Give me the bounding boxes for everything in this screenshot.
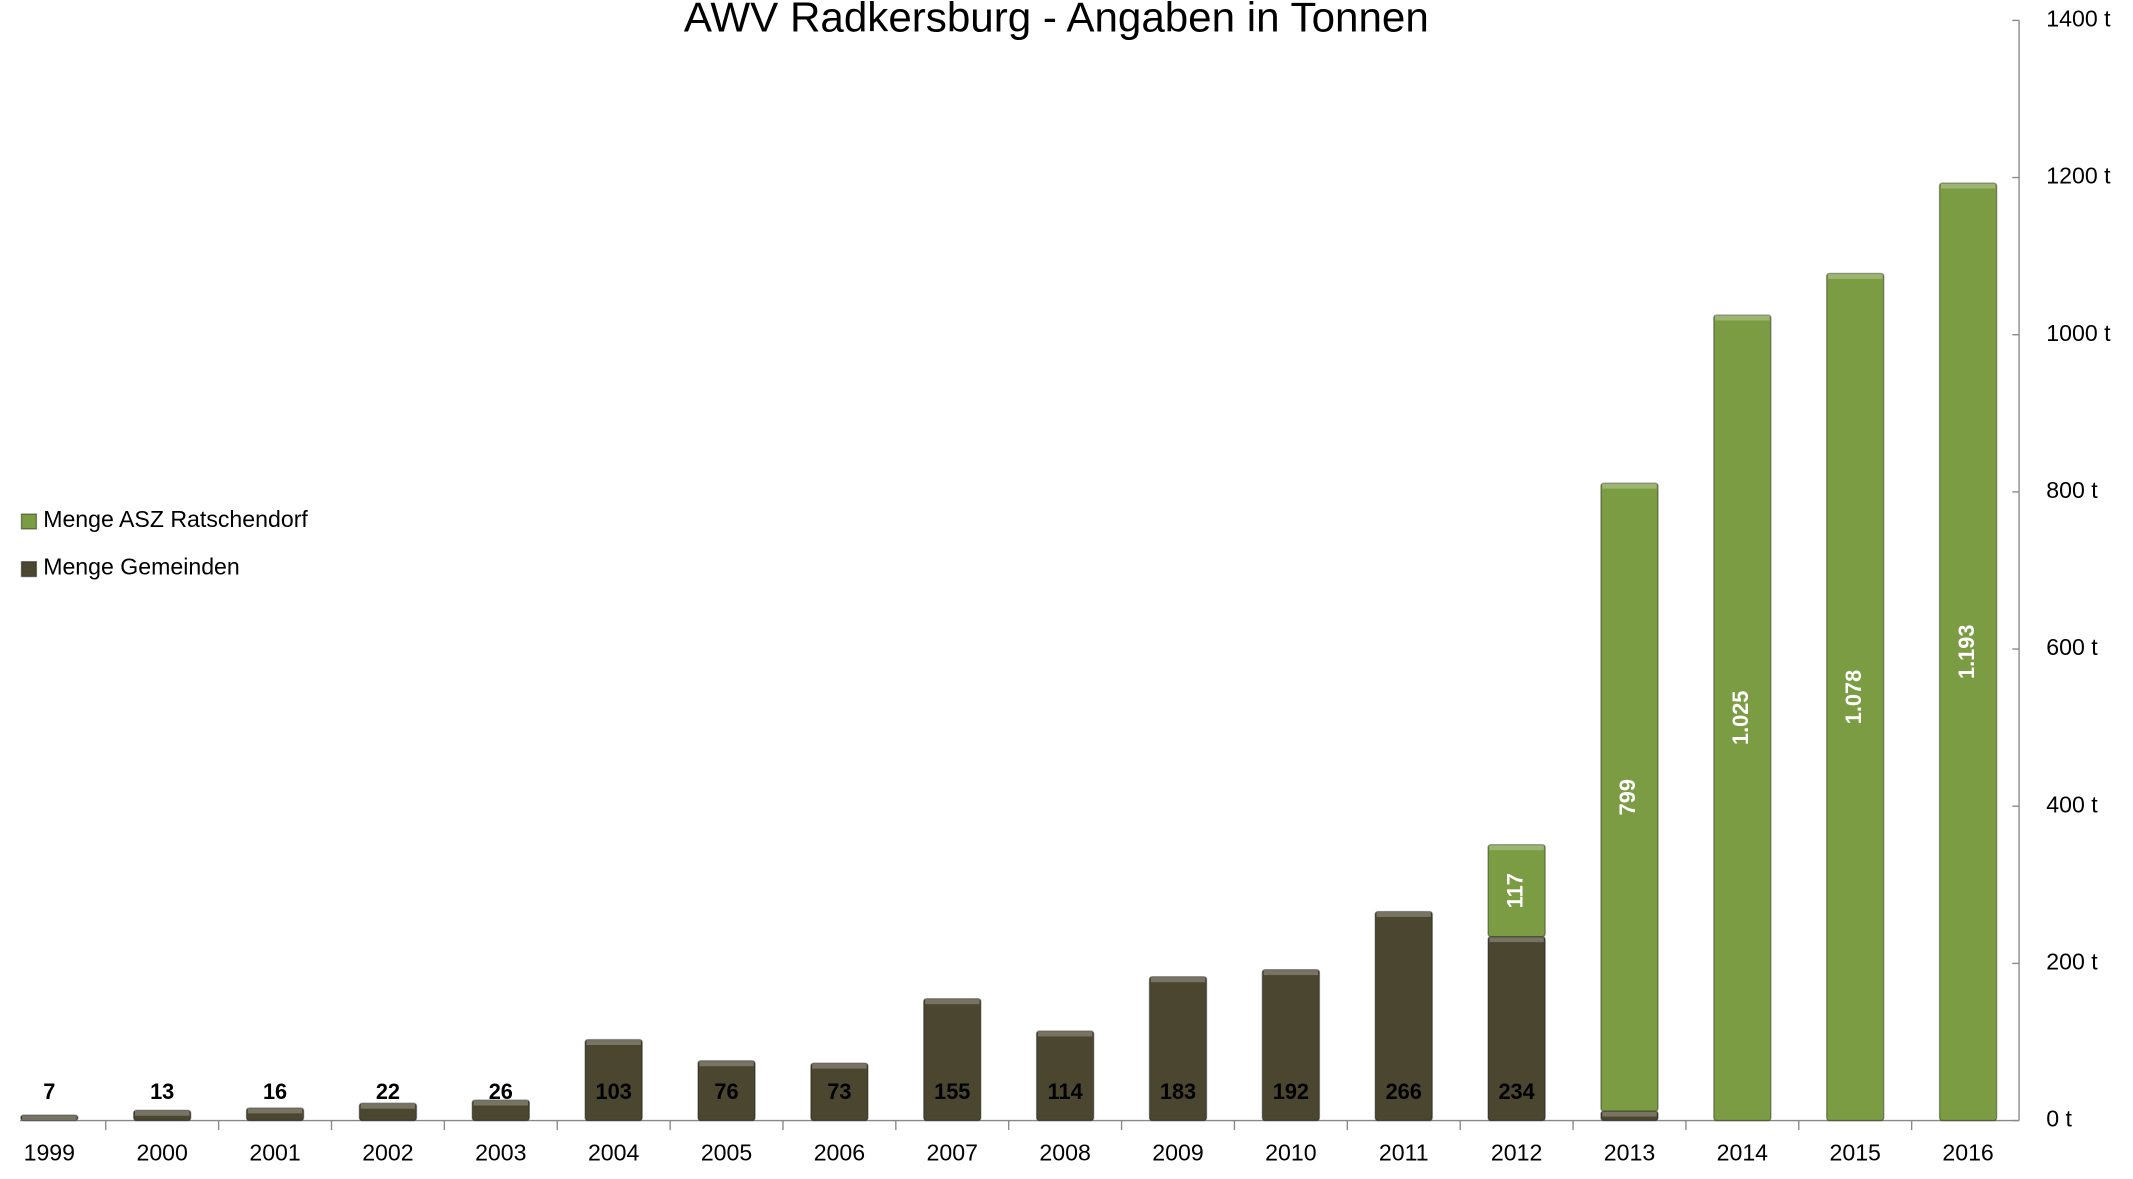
x-tick-label: 2005 [701, 1140, 752, 1166]
data-label: 103 [596, 1079, 632, 1104]
data-label: 16 [263, 1079, 287, 1104]
x-tick-label: 2001 [249, 1140, 300, 1166]
bar-highlight [1037, 1030, 1093, 1037]
bar [358, 1102, 418, 1122]
bar-highlight [247, 1107, 303, 1114]
bar-highlight [1715, 315, 1770, 321]
y-tick-label: 0 t [2046, 1106, 2072, 1132]
x-tick-label: 2016 [1942, 1140, 1993, 1166]
y-tick-label: 400 t [2046, 791, 2098, 817]
data-label: 799 [1615, 779, 1640, 815]
bar [1938, 182, 1998, 1122]
x-tick-label: 2007 [927, 1140, 978, 1166]
bar [245, 1107, 305, 1122]
bar-highlight [1940, 183, 1996, 189]
data-label: 1.193 [1954, 625, 1979, 679]
bar [923, 998, 982, 1122]
x-tick-label: 2010 [1265, 1140, 1316, 1166]
bar-highlight [586, 1039, 641, 1046]
y-tick-label: 1400 t [2046, 6, 2111, 32]
bar-highlight [134, 1110, 190, 1116]
y-tick-label: 200 t [2046, 948, 2098, 974]
bar-highlight [925, 998, 980, 1005]
x-tick-label: 2008 [1039, 1140, 1090, 1166]
x-tick-label: 2004 [588, 1140, 640, 1166]
bar-highlight [1828, 273, 1883, 279]
bar [697, 1060, 756, 1122]
x-tick-label: 2002 [362, 1140, 413, 1166]
bar [1487, 935, 1546, 1122]
data-label: 22 [376, 1079, 400, 1104]
x-tick-label: 2015 [1830, 1140, 1881, 1166]
data-label: 117 [1502, 873, 1527, 908]
bar [810, 1062, 869, 1122]
bar [584, 1038, 643, 1122]
y-tick-label: 1000 t [2046, 320, 2111, 346]
bar-highlight [1376, 911, 1431, 917]
bar-highlight [1263, 969, 1319, 976]
bar-highlight [1602, 483, 1657, 489]
data-label: 266 [1386, 1079, 1422, 1104]
bar [1261, 968, 1321, 1122]
bar [1713, 314, 1772, 1122]
x-tick-label: 2009 [1152, 1140, 1203, 1166]
bar [1148, 976, 1208, 1122]
bar [1487, 844, 1546, 938]
bar [1600, 482, 1659, 1112]
x-tick-label: 2006 [814, 1140, 865, 1166]
chart-title: AWV Radkersburg - Angaben in Tonnen [684, 0, 1429, 41]
bar-highlight [1489, 936, 1544, 943]
y-tick-label: 800 t [2046, 477, 2098, 503]
bar [132, 1109, 192, 1122]
x-tick-label: 2014 [1717, 1140, 1769, 1166]
data-label: 73 [827, 1079, 851, 1104]
data-label: 1.025 [1728, 691, 1753, 745]
data-label: 155 [934, 1079, 970, 1104]
data-label: 1.078 [1841, 670, 1866, 724]
bar-highlight [1489, 844, 1544, 851]
bar-highlight [699, 1060, 754, 1067]
bar-highlight [1150, 976, 1206, 983]
bar [20, 1114, 79, 1122]
legend-label: Menge ASZ Ratschendorf [43, 506, 308, 532]
x-tick-label: 2011 [1379, 1140, 1429, 1166]
bar [1374, 910, 1433, 1122]
data-label: 192 [1273, 1079, 1309, 1104]
bar-highlight [22, 1115, 77, 1121]
bar [1035, 1030, 1095, 1122]
data-label: 114 [1048, 1079, 1083, 1104]
data-label: 13 [150, 1079, 174, 1104]
legend-label: Menge Gemeinden [43, 554, 240, 580]
bar [471, 1099, 531, 1122]
x-tick-label: 2012 [1491, 1140, 1542, 1166]
bar-highlight [812, 1063, 867, 1069]
bar-highlight [360, 1103, 416, 1109]
x-tick-label: 1999 [24, 1140, 75, 1166]
data-label: 26 [489, 1079, 513, 1104]
y-tick-label: 1200 t [2046, 163, 2111, 189]
x-tick-label: 2013 [1604, 1140, 1655, 1166]
bar-highlight [1602, 1111, 1657, 1117]
data-label: 76 [714, 1079, 738, 1104]
y-tick-label: 600 t [2046, 634, 2098, 660]
legend-swatch [20, 513, 38, 530]
bar [1600, 1110, 1659, 1122]
bar [1825, 272, 1885, 1122]
x-tick-label: 2003 [475, 1140, 526, 1166]
x-tick-label: 2000 [136, 1140, 187, 1166]
data-label: 183 [1160, 1079, 1196, 1104]
data-label: 7 [43, 1079, 55, 1104]
data-label: 234 [1498, 1079, 1534, 1104]
legend-swatch [20, 560, 38, 578]
bar-highlight [473, 1100, 528, 1106]
